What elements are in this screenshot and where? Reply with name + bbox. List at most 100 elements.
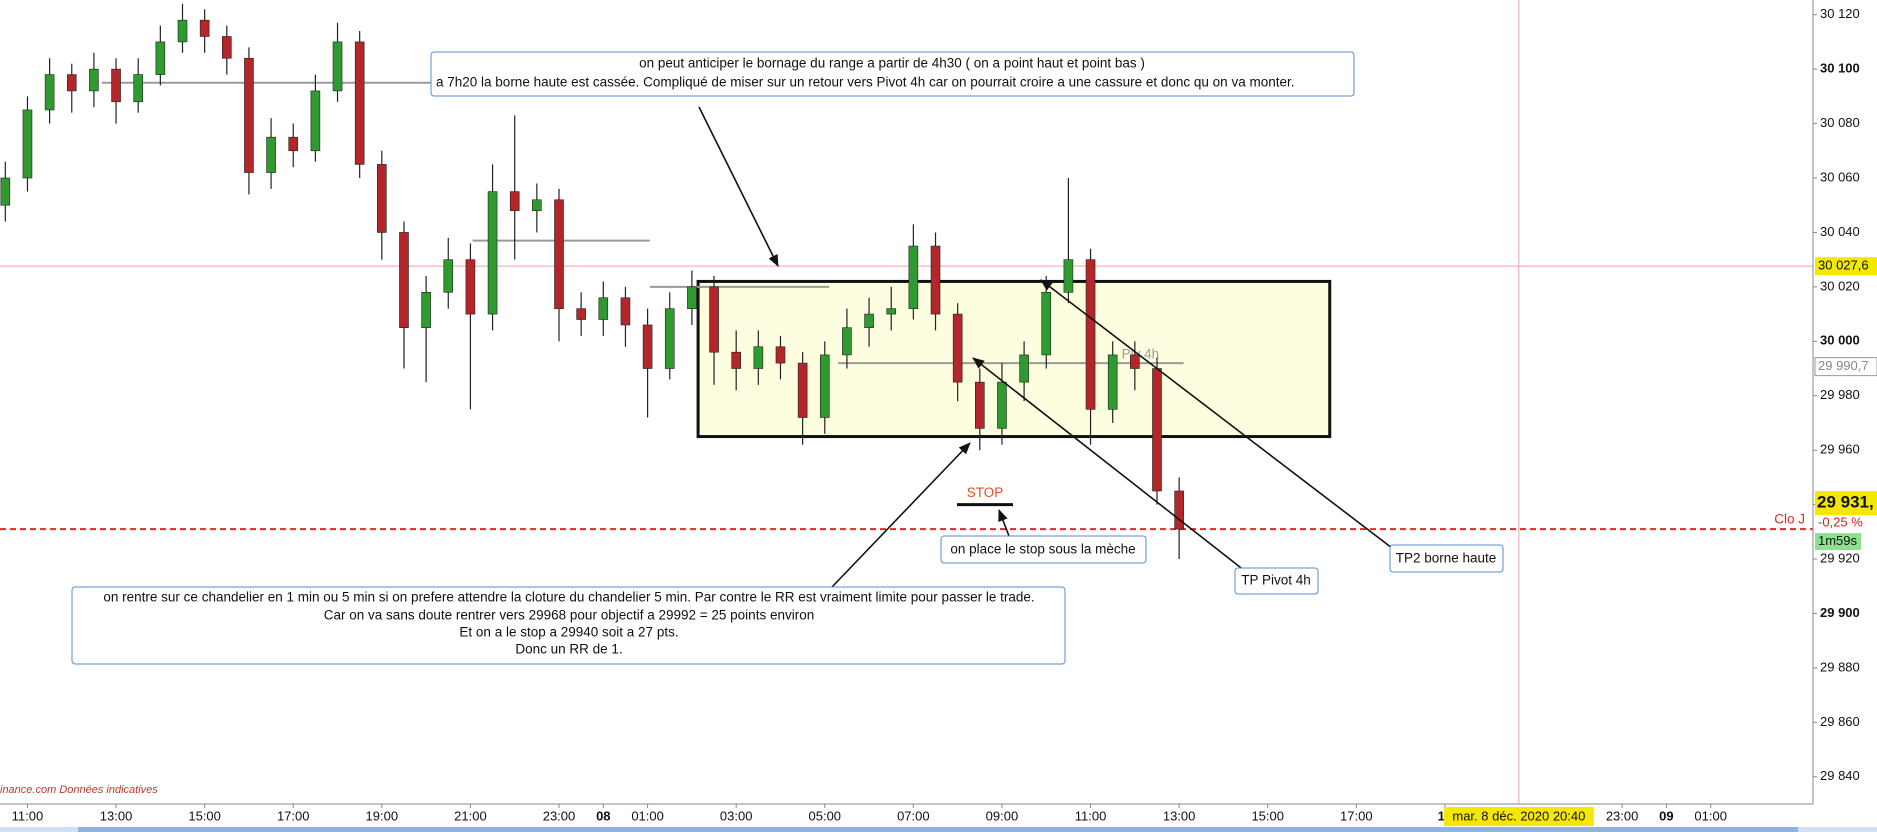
pivot-tag: 29 990,7 <box>1818 358 1869 373</box>
x-tick-label: 23:00 <box>543 808 576 823</box>
candle-body <box>642 324 653 369</box>
candle-body <box>244 57 254 173</box>
source: inance.com Données indicatives <box>0 784 158 796</box>
annotation-box <box>430 51 1355 97</box>
x-tick-label: 01:00 <box>631 808 664 823</box>
candle-body <box>44 74 55 111</box>
candle-body <box>332 41 343 92</box>
stop-label: STOP <box>967 485 1004 500</box>
annotation-text: Et on a le stop a 29940 soit a 27 pts. <box>459 625 678 640</box>
x-tick-label: 13:00 <box>1163 808 1196 823</box>
timer: 1m59s <box>1818 533 1858 548</box>
y-tick-label: 30 120 <box>1820 6 1860 21</box>
x-tick-label: 07:00 <box>897 808 930 823</box>
candle-body <box>66 74 77 92</box>
candle-body <box>89 68 99 92</box>
candle-body <box>509 191 520 211</box>
timer-bg <box>1815 533 1861 551</box>
arrow <box>972 357 1246 572</box>
candle-body <box>266 136 276 173</box>
y-tick-label: 30 100 <box>1820 61 1860 76</box>
x-tick-label: 19:00 <box>366 808 399 823</box>
y-tick-label: 30 000 <box>1820 333 1860 348</box>
x-tick-label: 11:00 <box>1075 808 1107 823</box>
candle-body <box>133 74 144 103</box>
scrollbar-thumb[interactable] <box>78 827 1798 832</box>
y-tick-label: 29 840 <box>1820 768 1860 783</box>
pivot-label: Piv 4h <box>1122 347 1160 362</box>
annotation-text: TP Pivot 4h <box>1241 573 1311 588</box>
candle-body <box>1152 368 1162 492</box>
candle-body <box>1063 259 1074 293</box>
annotation-text: on place le stop sous la mèche <box>950 542 1135 557</box>
crosshair-price-bg <box>1815 257 1877 276</box>
candle-body <box>842 327 852 356</box>
candle-body <box>753 346 764 369</box>
candle-body <box>22 109 33 179</box>
y-tick-label: 30 060 <box>1820 169 1860 184</box>
y-tick-label: 29 920 <box>1820 550 1860 565</box>
candle-body <box>797 362 808 418</box>
candle-body <box>975 381 985 429</box>
y-tick-label: 30 020 <box>1820 278 1860 293</box>
arrow <box>998 509 1010 537</box>
candle-body <box>111 68 121 103</box>
annotation-box <box>940 535 1147 564</box>
annotation-text: on rentre sur ce chandelier en 1 min ou … <box>103 590 1034 605</box>
arrow <box>698 106 779 267</box>
candle-body <box>731 351 741 369</box>
candle-body <box>221 36 232 59</box>
candle-body <box>930 245 941 315</box>
x-tick-label: 21:00 <box>454 808 487 823</box>
candle-body <box>487 191 498 315</box>
candle-body <box>952 313 963 383</box>
y-tick-label: 29 900 <box>1820 605 1860 620</box>
arrow <box>1040 279 1393 549</box>
y-tick-label: 29 860 <box>1820 714 1860 729</box>
candle-body <box>864 313 874 328</box>
y-tick-label: 30 040 <box>1820 224 1860 239</box>
candle-body <box>0 177 11 206</box>
candle-body <box>421 292 431 328</box>
crosshair-price: 30 027,6 <box>1818 258 1869 273</box>
annotation-box <box>71 586 1066 665</box>
annotations-layer: on peut anticiper le bornage du range a … <box>71 51 1504 665</box>
arrow <box>831 442 971 588</box>
candle-body <box>465 259 476 315</box>
annotation-text: a 7h20 la borne haute est cassée. Compli… <box>436 75 1294 90</box>
pivot-tag-bg <box>1814 357 1877 377</box>
annotation-text: Donc un RR de 1. <box>515 642 622 657</box>
change-label: -0,25 % <box>1818 515 1863 530</box>
candle-body <box>997 381 1007 429</box>
candle-body <box>310 90 321 152</box>
x-tick-label: 15:00 <box>188 808 221 823</box>
candle-body <box>1085 259 1096 410</box>
y-axis-panel <box>1813 0 1877 804</box>
candle-body <box>775 346 786 364</box>
x-tick-label: 17:00 <box>277 808 310 823</box>
candle-body <box>399 232 409 328</box>
candle-body <box>199 19 210 37</box>
last-price-bg <box>1815 491 1877 516</box>
candle-body <box>709 286 719 353</box>
x-tick-label: 01:00 <box>1694 808 1727 823</box>
x-tick-label: 03:00 <box>720 808 753 823</box>
last-price: 29 931, <box>1817 493 1874 512</box>
annotation-text: on peut anticiper le bornage du range a … <box>639 56 1145 71</box>
candle-body <box>664 308 675 369</box>
annotation-text: Car on va sans doute rentrer vers 29968 … <box>324 608 814 623</box>
y-tick-label: 29 980 <box>1820 387 1860 402</box>
candle-body <box>908 245 919 309</box>
close-label: Clo J <box>1774 512 1805 527</box>
candle-body <box>620 297 631 326</box>
x-tick-label: 23:00 <box>1606 808 1639 823</box>
crosshair-date-bg <box>1443 807 1594 826</box>
candle-body <box>687 286 697 309</box>
x-tick-label: 17:00 <box>1340 808 1373 823</box>
crosshair-date: mar. 8 déc. 2020 20:40 <box>1452 808 1585 823</box>
candle-body <box>155 41 166 75</box>
candle-body <box>1041 292 1052 356</box>
candle-body <box>554 199 564 309</box>
